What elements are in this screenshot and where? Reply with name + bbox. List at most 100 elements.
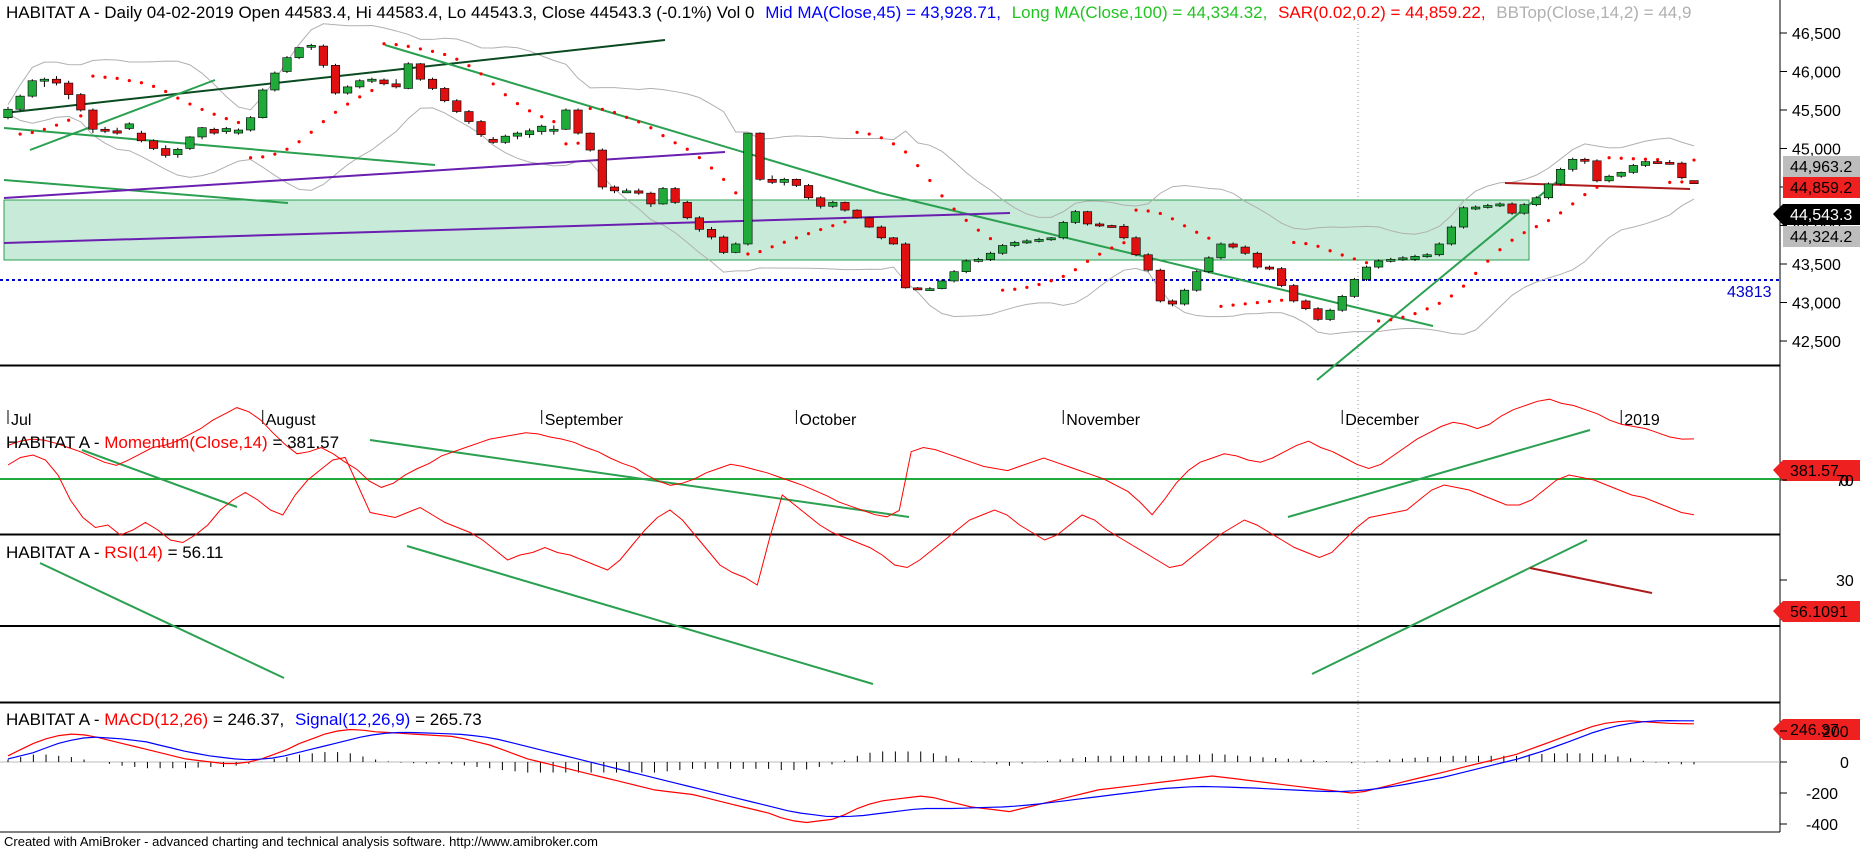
- sar-dot: [1474, 271, 1478, 275]
- candle-body: [27, 80, 37, 97]
- candle-body: [330, 65, 341, 94]
- candle-body: [294, 47, 304, 58]
- candle-body: [1313, 308, 1323, 320]
- candle-body: [1301, 300, 1311, 309]
- candle-body: [1264, 266, 1275, 270]
- candle-body: [1349, 279, 1359, 297]
- sar-dot: [697, 156, 701, 160]
- candle-body: [646, 192, 656, 205]
- sar-dot: [1134, 208, 1138, 212]
- sar-dot: [443, 52, 447, 57]
- sar-dot: [394, 43, 398, 47]
- sar-dot: [819, 227, 823, 232]
- sar-dot: [1207, 236, 1211, 240]
- sar-dot: [321, 120, 325, 124]
- sar-dot: [1680, 180, 1684, 184]
- candle-body: [440, 88, 450, 102]
- candle-body: [973, 259, 983, 262]
- sar-dot: [1098, 252, 1102, 256]
- sar-dot: [1352, 257, 1356, 261]
- sar-dot: [685, 147, 689, 151]
- sar-dot: [103, 75, 107, 79]
- momentum-zero-tick: 0: [1840, 473, 1849, 490]
- sar-dot: [1316, 244, 1320, 248]
- candle-body: [1483, 205, 1493, 208]
- signal-line: [7, 719, 1694, 818]
- header-mid-ma: Mid MA(Close,45) = 43,928.71,: [765, 3, 1001, 22]
- sar-dot: [1328, 249, 1332, 253]
- candle-body: [197, 127, 207, 138]
- sar-dot: [600, 107, 604, 111]
- sar-dot: [612, 110, 617, 115]
- sar-dot: [734, 191, 738, 195]
- sar-dot: [127, 79, 131, 83]
- momentum-line: [7, 398, 1695, 518]
- candle-body: [391, 83, 401, 88]
- candle-body: [743, 132, 753, 245]
- sar-dot: [1304, 242, 1308, 246]
- candle-body: [221, 128, 231, 132]
- candle-body: [488, 138, 498, 143]
- sar-dot: [940, 194, 944, 198]
- sar-dot: [976, 228, 980, 232]
- sar-dot: [176, 96, 180, 100]
- sar-dot: [455, 57, 459, 61]
- candle-body: [1580, 158, 1590, 162]
- sar-dot: [649, 126, 653, 130]
- trendline: [81, 449, 238, 508]
- trendline: [1311, 539, 1588, 675]
- month-label: Jul: [11, 412, 31, 429]
- sar-dot: [1122, 241, 1126, 245]
- sar-dot: [1583, 193, 1587, 197]
- rsi-y-axis: 70 30: [1780, 473, 1854, 590]
- sar-dot: [261, 155, 265, 159]
- sar-dot: [552, 120, 556, 124]
- candle-body: [1143, 254, 1153, 271]
- y-tick-label: -400: [1806, 817, 1838, 834]
- sar-dot: [467, 64, 471, 68]
- month-labels: Jul August September October November Decembe…: [7, 410, 1660, 429]
- sar-dot: [673, 141, 677, 145]
- candle-body: [185, 136, 195, 149]
- month-label: August: [266, 412, 316, 429]
- candle-body: [306, 45, 316, 48]
- candle-body: [658, 188, 668, 205]
- candle-body: [852, 209, 862, 219]
- y-tick-label: 45,000: [1792, 142, 1841, 159]
- candle-body: [1204, 257, 1214, 272]
- sar-dot: [794, 236, 799, 240]
- y-tick-label: 42,500: [1792, 334, 1841, 351]
- sar-dot: [248, 156, 253, 160]
- sar-dot: [1546, 218, 1551, 223]
- candle-body: [149, 140, 159, 149]
- trendline: [1287, 429, 1591, 518]
- candle-body: [1228, 243, 1238, 248]
- sar-dot: [1558, 211, 1563, 215]
- candle-body: [1628, 165, 1638, 173]
- sar-dot: [1510, 238, 1514, 242]
- candle-body: [270, 72, 280, 91]
- y-tick-label: -200: [1806, 786, 1838, 803]
- sar-dot: [1668, 180, 1672, 184]
- sar-dot: [1486, 259, 1490, 263]
- sar-dot: [1631, 157, 1635, 161]
- candle-body: [949, 271, 959, 282]
- candle-body: [1337, 296, 1347, 311]
- sar-dot: [1061, 274, 1065, 278]
- candle-body: [1192, 271, 1202, 291]
- candle-body: [767, 179, 777, 183]
- sar-dot: [1195, 230, 1199, 234]
- sar-dot: [1437, 301, 1441, 305]
- candle-body: [1386, 259, 1396, 262]
- sar-dot: [236, 120, 241, 125]
- candle-body: [998, 245, 1008, 254]
- candle-body: [1507, 203, 1517, 214]
- candle-body: [1070, 211, 1080, 223]
- rsi-title: HABITAT A -: [6, 543, 104, 562]
- sar-dot: [54, 123, 59, 127]
- candle-body: [1361, 266, 1372, 280]
- month-label: October: [799, 412, 857, 429]
- rsi-label: 56.1091: [1790, 604, 1848, 621]
- sar-dot: [540, 115, 544, 119]
- candle-body: [415, 63, 425, 80]
